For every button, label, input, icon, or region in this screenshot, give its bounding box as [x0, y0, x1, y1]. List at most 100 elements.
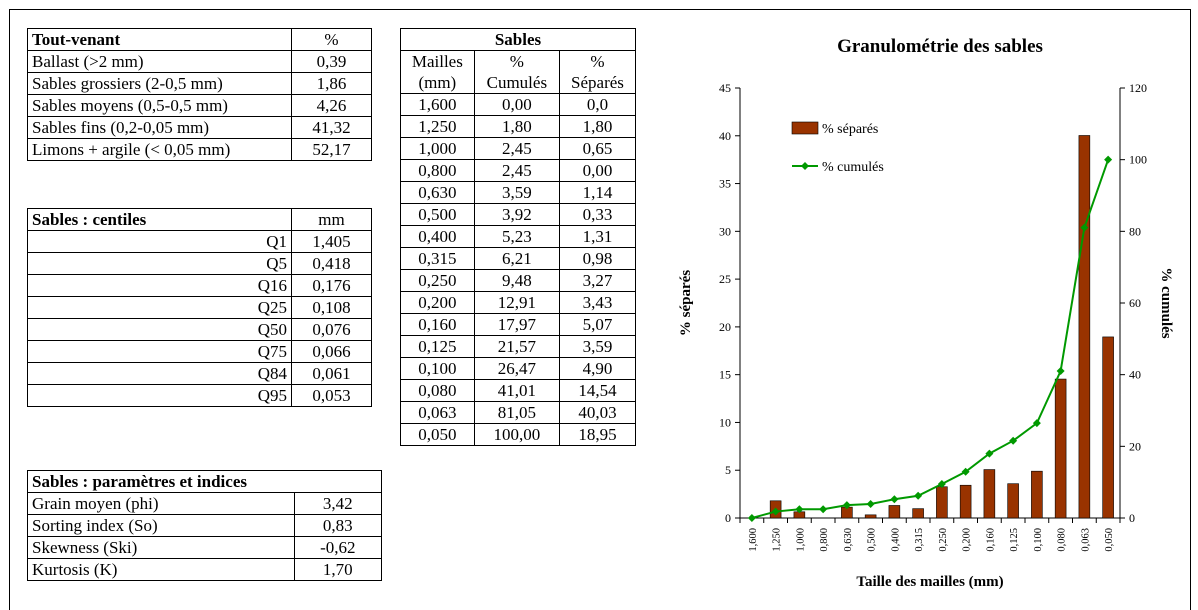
centiles-row-label: Q25 [27, 296, 292, 319]
sables-cell-cumul: 3,59 [473, 181, 560, 204]
sables-row: 0,315 6,21 0,98 [400, 247, 637, 270]
sables-cell-separe: 40,03 [558, 401, 637, 424]
sables-col-separes-label: Séparés [558, 72, 637, 94]
sables-row: 1,000 2,45 0,65 [400, 137, 637, 160]
tout_venant-row-value: 4,26 [291, 94, 372, 117]
sables-cell-separe: 0,33 [558, 203, 637, 226]
tout_venant-row-label: Sables fins (0,2-0,05 mm) [27, 116, 292, 139]
centiles-row-label: Q5 [27, 252, 292, 275]
sables-cell-cumul: 9,48 [473, 269, 560, 292]
sables-cell-separe: 5,07 [558, 313, 637, 336]
sables-cell-separe: 3,43 [558, 291, 637, 314]
sables-cell-maille: 0,080 [400, 379, 475, 402]
sables-cell-cumul: 2,45 [473, 159, 560, 182]
sables-cell-separe: 18,95 [558, 423, 637, 446]
tout_venant-row-label: Sables moyens (0,5-0,5 mm) [27, 94, 292, 117]
centiles-row-label: Q50 [27, 318, 292, 341]
x-tick-label: 1,250 [772, 528, 783, 552]
y-tick-label-right: 100 [1129, 153, 1147, 167]
sables-cell-cumul: 6,21 [473, 247, 560, 270]
sables-col-mailles: Mailles [400, 50, 475, 72]
point-cumules [890, 495, 899, 504]
centiles-row-value: 0,418 [291, 252, 372, 275]
tout_venant-row: Sables grossiers (2-0,5 mm) 1,86 [27, 72, 372, 95]
x-tick-label: 0,800 [819, 528, 830, 552]
centiles-row: Q16 0,176 [27, 274, 372, 297]
bar-separes [959, 484, 972, 519]
y-tick-label-left: 25 [719, 272, 731, 286]
centiles-row-value: 0,061 [291, 362, 372, 385]
x-tick-label: 0,125 [1009, 528, 1020, 552]
parametres-table: Sables : paramètres et indices Grain moy… [27, 470, 383, 581]
sables-cell-separe: 1,80 [558, 115, 637, 138]
sables-cell-cumul: 26,47 [473, 357, 560, 380]
centiles-header: Sables : centiles [27, 208, 292, 231]
tout_venant-row-label: Limons + argile (< 0,05 mm) [27, 138, 292, 161]
sables-row: 0,630 3,59 1,14 [400, 181, 637, 204]
point-cumules [1080, 223, 1089, 232]
sables-cell-cumul: 41,01 [473, 379, 560, 402]
y-tick-label-left: 20 [719, 320, 731, 334]
sables-cell-separe: 14,54 [558, 379, 637, 402]
tout_venant-row: Limons + argile (< 0,05 mm) 52,17 [27, 138, 372, 161]
centiles-row-value: 0,066 [291, 340, 372, 363]
sables-cell-maille: 0,100 [400, 357, 475, 380]
tout_venant-row-label: Ballast (>2 mm) [27, 50, 292, 73]
sables-row: 0,400 5,23 1,31 [400, 225, 637, 248]
point-cumules [866, 499, 875, 508]
parametres-row-value: 3,42 [293, 492, 383, 515]
sables-cell-cumul: 100,00 [473, 423, 560, 446]
point-cumules [985, 449, 994, 458]
parametres-header: Sables : paramètres et indices [27, 470, 382, 493]
point-cumules [961, 467, 970, 476]
tout-venant-table: Tout-venant % Ballast (>2 mm) 0,39 Sables … [27, 28, 372, 161]
sables-cell-cumul: 0,00 [473, 93, 560, 116]
sables-cell-separe: 0,0 [558, 93, 637, 116]
y-tick-label-left: 15 [719, 368, 731, 382]
tout_venant-row-value: 0,39 [291, 50, 372, 73]
centiles-row-value: 0,076 [291, 318, 372, 341]
y-tick-label-left: 40 [719, 129, 731, 143]
sables-row: 0,125 21,57 3,59 [400, 335, 637, 358]
centiles-table: Sables : centiles mm Q1 1,405 Q5 0,418 Q16 0,… [27, 208, 372, 407]
chart-title: Granulométrie des sables [837, 36, 1043, 57]
tout_venant-row: Sables moyens (0,5-0,5 mm) 4,26 [27, 94, 372, 117]
point-cumules [819, 505, 828, 514]
centiles-row: Q84 0,061 [27, 362, 372, 385]
x-tick-label: 1,000 [795, 528, 806, 552]
y-tick-label-left: 5 [725, 463, 731, 477]
tout_venant-row-value: 1,86 [291, 72, 372, 95]
bar-separes [1054, 378, 1067, 519]
sables-cell-maille: 0,250 [400, 269, 475, 292]
parametres-row: Sorting index (So) 0,83 [27, 514, 383, 537]
x-tick-label: 0,080 [1057, 528, 1068, 552]
y-tick-label-left: 30 [719, 224, 731, 238]
point-cumules [842, 501, 851, 510]
centiles-row-label: Q84 [27, 362, 292, 385]
sables-cell-separe: 1,14 [558, 181, 637, 204]
point-cumules [914, 491, 923, 500]
x-tick-label: 0,063 [1080, 528, 1091, 552]
x-tick-label: 0,630 [843, 528, 854, 552]
sables-table: Sables Mailles % % (mm) Cumulés Séparés … [400, 28, 637, 446]
centiles-row: Q1 1,405 [27, 230, 372, 253]
sables-cell-separe: 1,31 [558, 225, 637, 248]
sables-cell-cumul: 21,57 [473, 335, 560, 358]
x-tick-label: 0,315 [914, 528, 925, 552]
tout_venant-row: Ballast (>2 mm) 0,39 [27, 50, 372, 73]
tout-venant-header: Tout-venant [27, 28, 292, 51]
legend-swatch-separes [791, 121, 819, 135]
sables-row: 0,050 100,00 18,95 [400, 423, 637, 446]
centiles-row-label: Q75 [27, 340, 292, 363]
bar-separes [1031, 470, 1043, 519]
centiles-row-value: 0,108 [291, 296, 372, 319]
centiles-row-value: 0,053 [291, 384, 372, 407]
sables-row: 0,160 17,97 5,07 [400, 313, 637, 336]
sables-cell-maille: 0,800 [400, 159, 475, 182]
sables-row: 0,200 12,91 3,43 [400, 291, 637, 314]
sables-cell-cumul: 2,45 [473, 137, 560, 160]
sables-cell-maille: 0,400 [400, 225, 475, 248]
centiles-row-label: Q1 [27, 230, 292, 253]
legend-label-separes: % séparés [822, 122, 878, 137]
x-tick-label: 0,250 [938, 528, 949, 552]
